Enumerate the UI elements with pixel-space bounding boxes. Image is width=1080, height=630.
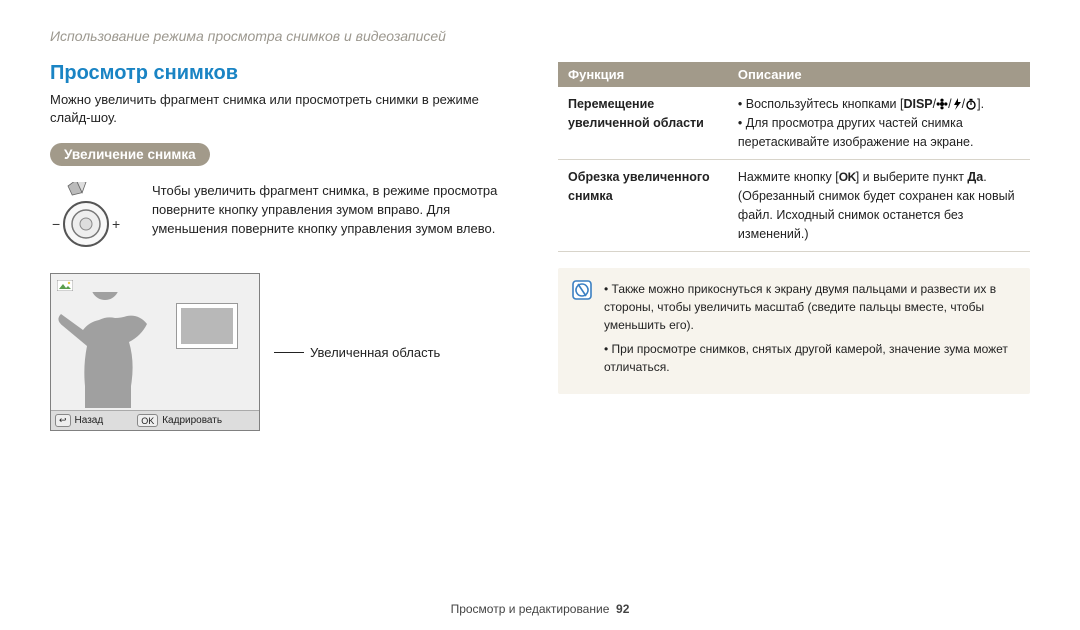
- subsection-pill: Увеличение снимка: [50, 143, 210, 166]
- callout-label: Увеличенная область: [310, 345, 440, 360]
- flower-icon: [936, 98, 948, 110]
- row-func: Перемещение увеличенной области: [558, 87, 728, 160]
- section-title: Просмотр снимков: [50, 62, 522, 85]
- left-column: Просмотр снимков Можно увеличить фрагмен…: [50, 62, 522, 431]
- zoom-dial-icon: − +: [50, 182, 140, 255]
- intro-text: Можно увеличить фрагмент снимка или прос…: [50, 91, 522, 127]
- camera-screen-footer: ↩ Назад OK Кадрировать: [51, 410, 259, 430]
- table-row: Перемещение увеличенной области Воспольз…: [558, 87, 1030, 160]
- zoom-inset-frame: [177, 304, 237, 348]
- camera-screen-preview: ↩ Назад OK Кадрировать: [50, 273, 260, 431]
- ok-key-icon: OK: [137, 414, 158, 427]
- right-column: Функция Описание Перемещение увеличенной…: [558, 62, 1030, 431]
- callout-line: [274, 352, 304, 353]
- table-row: Обрезка увеличенного снимка Нажмите кноп…: [558, 160, 1030, 252]
- crop-label: Кадрировать: [162, 415, 222, 426]
- ok-key: OK: [839, 170, 856, 184]
- row-func: Обрезка увеличенного снимка: [558, 160, 728, 252]
- th-description: Описание: [728, 62, 1030, 87]
- back-label: Назад: [75, 415, 104, 426]
- note-item: При просмотре снимков, снятых другой кам…: [604, 340, 1016, 376]
- back-key-icon: ↩: [55, 414, 71, 427]
- row-desc: Воспользуйтесь кнопками [DISP///]. Для п…: [728, 87, 1030, 160]
- note-item: Также можно прикоснуться к экрану двумя …: [604, 280, 1016, 334]
- landscape-icon: [57, 280, 73, 291]
- silhouette-figure: [57, 292, 177, 408]
- timer-icon: [965, 98, 977, 110]
- note-box: Также можно прикоснуться к экрану двумя …: [558, 268, 1030, 394]
- breadcrumb: Использование режима просмотра снимков и…: [50, 28, 1030, 44]
- row-desc: Нажмите кнопку [OK] и выберите пункт Да.…: [728, 160, 1030, 252]
- note-info-icon: [572, 280, 592, 382]
- flash-icon: [952, 98, 962, 110]
- dial-instruction: Чтобы увеличить фрагмент снимка, в режим…: [152, 182, 522, 239]
- function-table: Функция Описание Перемещение увеличенной…: [558, 62, 1030, 252]
- disp-key: DISP: [903, 97, 932, 111]
- th-function: Функция: [558, 62, 728, 87]
- svg-text:−: −: [52, 216, 60, 232]
- page-footer: Просмотр и редактирование 92: [0, 602, 1080, 616]
- svg-text:+: +: [112, 216, 120, 232]
